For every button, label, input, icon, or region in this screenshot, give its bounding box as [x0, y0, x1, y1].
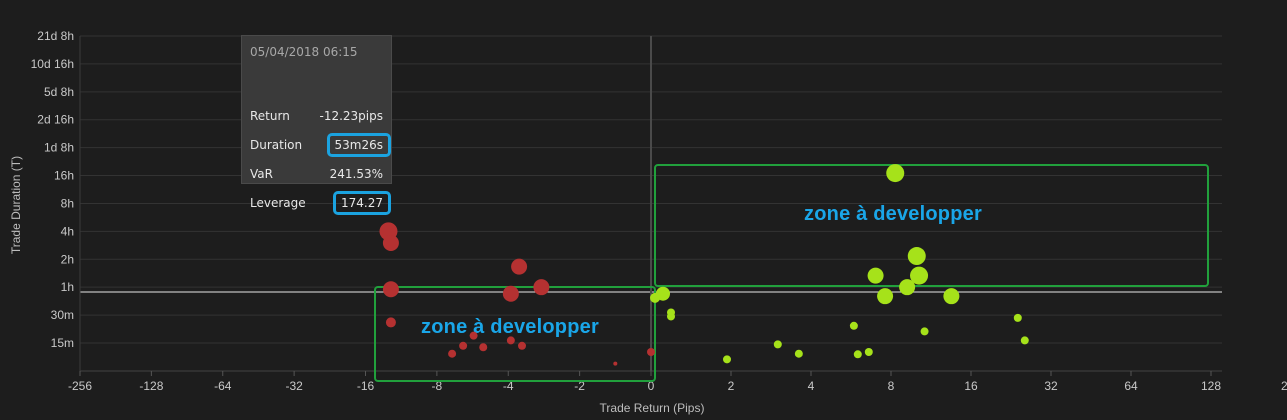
win-trade-point[interactable] — [907, 247, 926, 266]
zone-box — [654, 164, 1209, 287]
y-tick-label: 1h — [61, 280, 74, 294]
zones: zone à developper zone à developper — [374, 164, 1209, 382]
y-tick-label: 2h — [61, 252, 74, 266]
tooltip-value: 241.53% — [329, 167, 383, 181]
data-points[interactable] — [379, 164, 1029, 366]
tooltip-row-leverage: Leverage 174.27 — [250, 191, 391, 215]
loss-trade-point[interactable] — [448, 349, 457, 358]
tooltip-key: Duration — [250, 138, 303, 152]
data-tooltip: 05/04/2018 06:15 Return -12.23pips Durat… — [241, 35, 392, 215]
loss-trade-point[interactable] — [459, 341, 468, 350]
x-tick-label: 2 — [728, 379, 735, 393]
win-trade-point[interactable] — [877, 288, 894, 305]
x-tick-label: -32 — [285, 379, 303, 393]
y-tick-label: 8h — [61, 196, 74, 210]
zone-label: zone à developper — [804, 203, 982, 225]
loss-trade-point[interactable] — [613, 361, 618, 366]
loss-trade-point[interactable] — [647, 347, 655, 356]
x-tick-label: -256 — [68, 379, 92, 393]
win-trade-point[interactable] — [943, 288, 960, 305]
tooltip-value-highlighted: 174.27 — [333, 191, 391, 215]
x-tick-label: -2 — [574, 379, 585, 393]
y-tick-label: 2d 16h — [37, 113, 74, 127]
loss-trade-point[interactable] — [382, 234, 399, 251]
tooltip-key: VaR — [250, 167, 273, 181]
y-tick-label: 5d 8h — [44, 85, 74, 99]
win-trade-point[interactable] — [853, 350, 862, 359]
y-tick-label: 16h — [54, 169, 74, 183]
loss-trade-point[interactable] — [479, 343, 488, 352]
win-trade-point[interactable] — [794, 349, 803, 358]
win-trade-point[interactable] — [886, 164, 905, 183]
win-trade-point[interactable] — [1020, 336, 1029, 345]
loss-trade-point[interactable] — [469, 331, 478, 340]
y-tick-label: 4h — [61, 224, 74, 238]
x-axis-title: Trade Return (Pips) — [600, 401, 705, 415]
win-trade-point[interactable] — [910, 266, 929, 285]
y-tick-label: 1d 8h — [44, 141, 74, 155]
x-tick-label: 64 — [1124, 379, 1138, 393]
win-trade-point[interactable] — [899, 279, 916, 296]
x-tick-label: 32 — [1044, 379, 1058, 393]
x-tick-label: 4 — [808, 379, 815, 393]
x-tick-label: -64 — [214, 379, 232, 393]
tooltip-date: 05/04/2018 06:15 — [250, 45, 358, 59]
x-tick-label: 8 — [888, 379, 895, 393]
loss-trade-point[interactable] — [382, 281, 399, 298]
x-axis-ticks: -256 -128 -64 -32 -16 -8 -4 -2 0 2 4 8 16 32 64 128 256 — [68, 371, 1287, 393]
y-axis-ticks: 15m 30m 1h 2h 4h 8h 16h 1d 8h 2d 16h 5d 8h 10d 16h… — [31, 29, 74, 350]
x-tick-label: 128 — [1201, 379, 1221, 393]
y-axis-title: Trade Duration (T) — [9, 156, 23, 254]
win-trade-point[interactable] — [773, 340, 782, 349]
loss-trade-point[interactable] — [511, 258, 528, 275]
win-trade-point[interactable] — [920, 327, 929, 336]
x-tick-label: 0 — [648, 379, 655, 393]
tooltip-row-var: VaR 241.53% — [250, 167, 383, 185]
x-tick-label: -4 — [503, 379, 514, 393]
x-tick-label: 16 — [964, 379, 978, 393]
y-tick-label: 30m — [51, 308, 74, 322]
tooltip-key: Leverage — [250, 196, 306, 210]
win-trade-point[interactable] — [1013, 313, 1022, 322]
y-tick-label: 10d 16h — [31, 57, 74, 71]
tooltip-value-highlighted: 53m26s — [326, 133, 391, 157]
win-trade-point[interactable] — [864, 347, 873, 356]
win-trade-point[interactable] — [867, 267, 884, 284]
tooltip-row-duration: Duration 53m26s — [250, 133, 391, 157]
loss-trade-point[interactable] — [518, 341, 527, 350]
win-trade-point[interactable] — [723, 355, 731, 364]
loss-trade-point[interactable] — [502, 285, 519, 302]
tooltip-value: -12.23pips — [319, 109, 383, 123]
win-trade-point[interactable] — [667, 312, 675, 321]
y-tick-label: 15m — [51, 336, 74, 350]
loss-trade-point[interactable] — [533, 279, 550, 296]
win-trade-point[interactable] — [849, 321, 858, 330]
tooltip-row-return: Return -12.23pips — [250, 109, 383, 127]
x-tick-label: -8 — [432, 379, 443, 393]
x-tick-label: -128 — [139, 379, 163, 393]
y-tick-label: 21d 8h — [37, 29, 74, 43]
win-trade-point[interactable] — [650, 292, 660, 303]
x-tick-label: -16 — [357, 379, 375, 393]
zone-label: zone à developper — [421, 316, 599, 338]
x-tick-label: 256 — [1281, 379, 1287, 393]
loss-trade-point[interactable] — [506, 336, 515, 345]
tooltip-key: Return — [250, 109, 290, 123]
loss-trade-point[interactable] — [385, 317, 396, 328]
